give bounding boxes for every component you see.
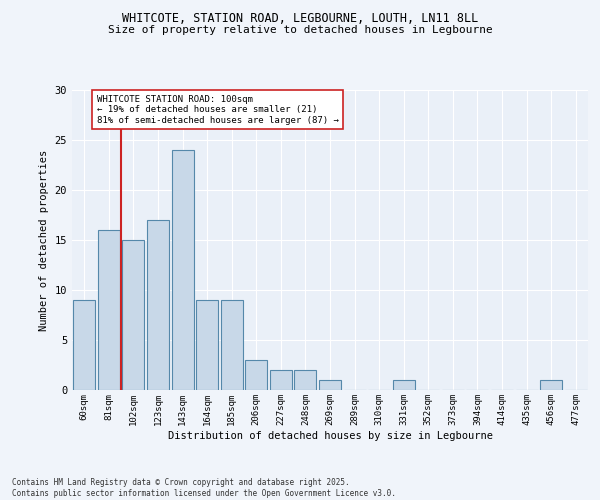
- Bar: [221, 300, 243, 390]
- Bar: [270, 370, 292, 390]
- Bar: [73, 300, 95, 390]
- Bar: [122, 240, 145, 390]
- Bar: [295, 370, 316, 390]
- Text: Contains HM Land Registry data © Crown copyright and database right 2025.
Contai: Contains HM Land Registry data © Crown c…: [12, 478, 396, 498]
- Bar: [98, 230, 120, 390]
- Bar: [196, 300, 218, 390]
- Bar: [147, 220, 169, 390]
- Text: WHITCOTE STATION ROAD: 100sqm
← 19% of detached houses are smaller (21)
81% of s: WHITCOTE STATION ROAD: 100sqm ← 19% of d…: [97, 95, 338, 125]
- Bar: [540, 380, 562, 390]
- Y-axis label: Number of detached properties: Number of detached properties: [39, 150, 49, 330]
- Bar: [172, 150, 194, 390]
- Bar: [319, 380, 341, 390]
- Text: Size of property relative to detached houses in Legbourne: Size of property relative to detached ho…: [107, 25, 493, 35]
- X-axis label: Distribution of detached houses by size in Legbourne: Distribution of detached houses by size …: [167, 430, 493, 440]
- Bar: [245, 360, 268, 390]
- Text: WHITCOTE, STATION ROAD, LEGBOURNE, LOUTH, LN11 8LL: WHITCOTE, STATION ROAD, LEGBOURNE, LOUTH…: [122, 12, 478, 26]
- Bar: [392, 380, 415, 390]
